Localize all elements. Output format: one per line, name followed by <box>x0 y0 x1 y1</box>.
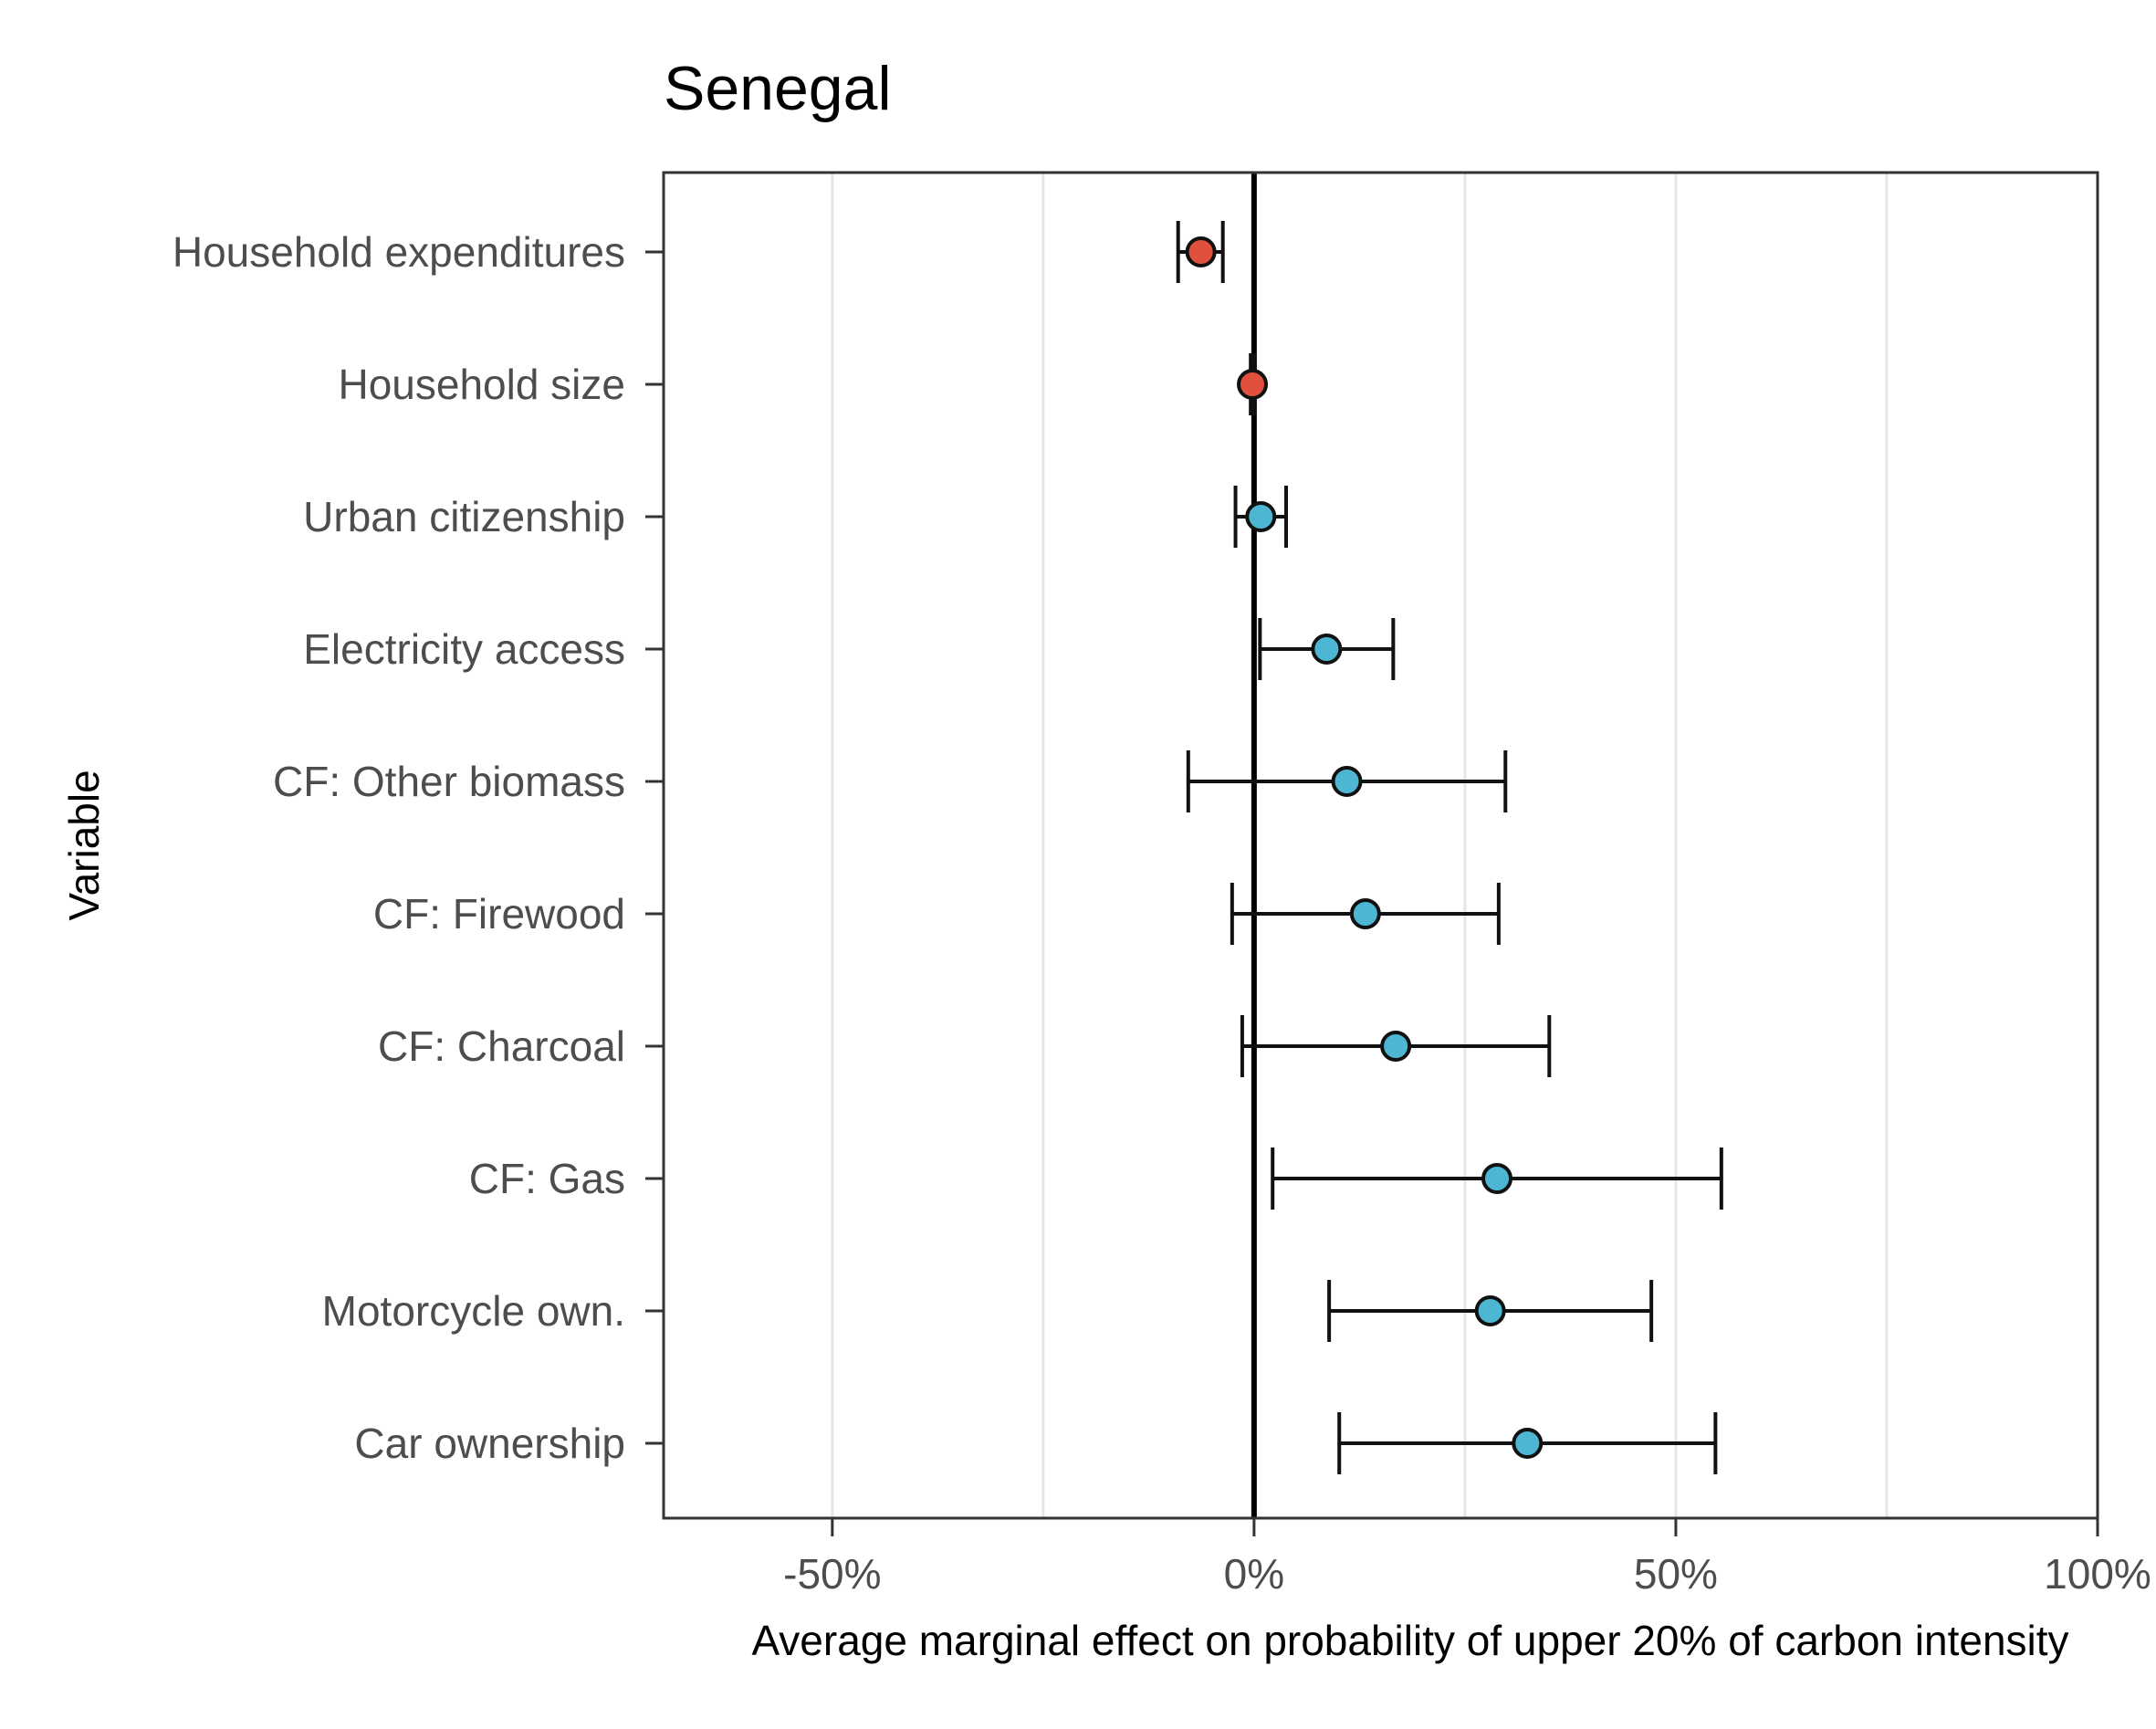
point-estimate <box>1245 501 1277 532</box>
axes: Household expenditures Household size Urba… <box>173 171 2151 1598</box>
data-row <box>1230 883 1501 945</box>
data-row <box>1258 618 1396 680</box>
x-tick-label: 0% <box>1224 1550 1284 1598</box>
x-tick-label: 100% <box>2044 1550 2151 1598</box>
chart-title: Senegal <box>664 54 892 123</box>
y-tick-label: Motorcycle own. <box>322 1287 625 1335</box>
data-row <box>1176 221 1225 283</box>
data-row <box>1186 750 1508 812</box>
y-tick-label: CF: Gas <box>469 1155 625 1202</box>
point-estimate <box>1311 634 1343 665</box>
point-estimate <box>1349 898 1381 929</box>
y-axis-title: Variable <box>60 770 108 920</box>
data-row <box>1337 1412 1718 1474</box>
data-row <box>1233 486 1288 548</box>
point-estimate <box>1481 1163 1513 1194</box>
y-tick-label: Household expenditures <box>173 228 625 276</box>
y-tick-label: CF: Firewood <box>373 890 625 938</box>
point-estimate <box>1331 766 1363 797</box>
plot-panel-border <box>662 171 2099 1520</box>
y-tick-label: Electricity access <box>303 625 625 673</box>
y-tick-label: Household size <box>338 361 625 408</box>
point-estimate <box>1380 1031 1412 1062</box>
data-row <box>1240 1015 1552 1077</box>
y-tick-label: Car ownership <box>354 1420 625 1467</box>
y-tick-label: CF: Other biomass <box>273 758 625 805</box>
x-tick-label: -50% <box>783 1550 881 1598</box>
point-estimate <box>1237 369 1269 400</box>
y-tick-label: CF: Charcoal <box>378 1022 625 1070</box>
data-rows <box>1176 221 1723 1474</box>
y-tick-label: Urban citizenship <box>303 493 625 540</box>
data-row <box>1237 353 1269 415</box>
x-axis-title: Average marginal effect on probability o… <box>751 1617 2068 1664</box>
x-tick-label: 50% <box>1634 1550 1718 1598</box>
data-row <box>1271 1147 1723 1210</box>
point-estimate <box>1185 236 1217 267</box>
point-estimate <box>1512 1428 1544 1459</box>
point-estimate <box>1474 1295 1506 1326</box>
data-row <box>1327 1280 1654 1342</box>
